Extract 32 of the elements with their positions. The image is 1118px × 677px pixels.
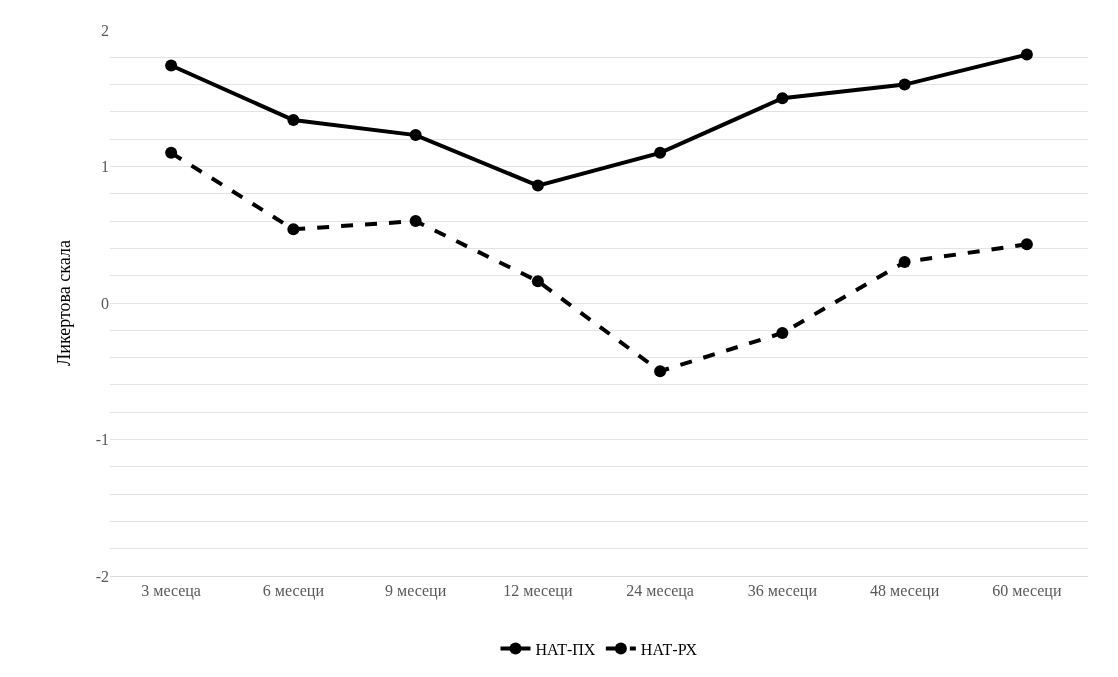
point — [776, 327, 789, 340]
y-tick-label: -1 — [95, 431, 109, 449]
point — [531, 275, 544, 288]
legend-label: НАТ-РХ — [640, 640, 698, 658]
x-tick-label: 60 месеци — [992, 582, 1062, 601]
point — [409, 129, 422, 142]
y-tick-label: -2 — [95, 567, 109, 585]
point — [287, 114, 300, 127]
x-tick-label: 9 месеци — [385, 582, 447, 601]
point — [776, 92, 789, 105]
point — [409, 215, 422, 228]
point — [654, 365, 667, 378]
x-tick-label: 24 месеца — [626, 582, 694, 601]
y-tick-label: 0 — [101, 294, 109, 312]
point — [165, 146, 178, 159]
point — [287, 223, 300, 236]
legend-label: НАТ-ПХ — [535, 640, 596, 658]
x-tick-label: 48 месеци — [870, 582, 940, 601]
y-tick-label: 2 — [101, 21, 109, 39]
x-tick-label: 36 месеци — [747, 582, 818, 601]
x-tick-label: 3 месеца — [141, 582, 201, 601]
x-tick-label: 12 месеци — [503, 582, 573, 601]
point — [165, 59, 178, 72]
point — [1020, 238, 1033, 251]
point — [531, 179, 544, 192]
point — [898, 256, 911, 269]
point — [898, 78, 911, 91]
y-tick-label: 1 — [101, 158, 109, 176]
x-tick-label: 6 месеци — [262, 582, 325, 601]
point — [1020, 48, 1033, 61]
y-axis-title: Ликертова скала — [53, 240, 74, 366]
point — [654, 146, 667, 159]
